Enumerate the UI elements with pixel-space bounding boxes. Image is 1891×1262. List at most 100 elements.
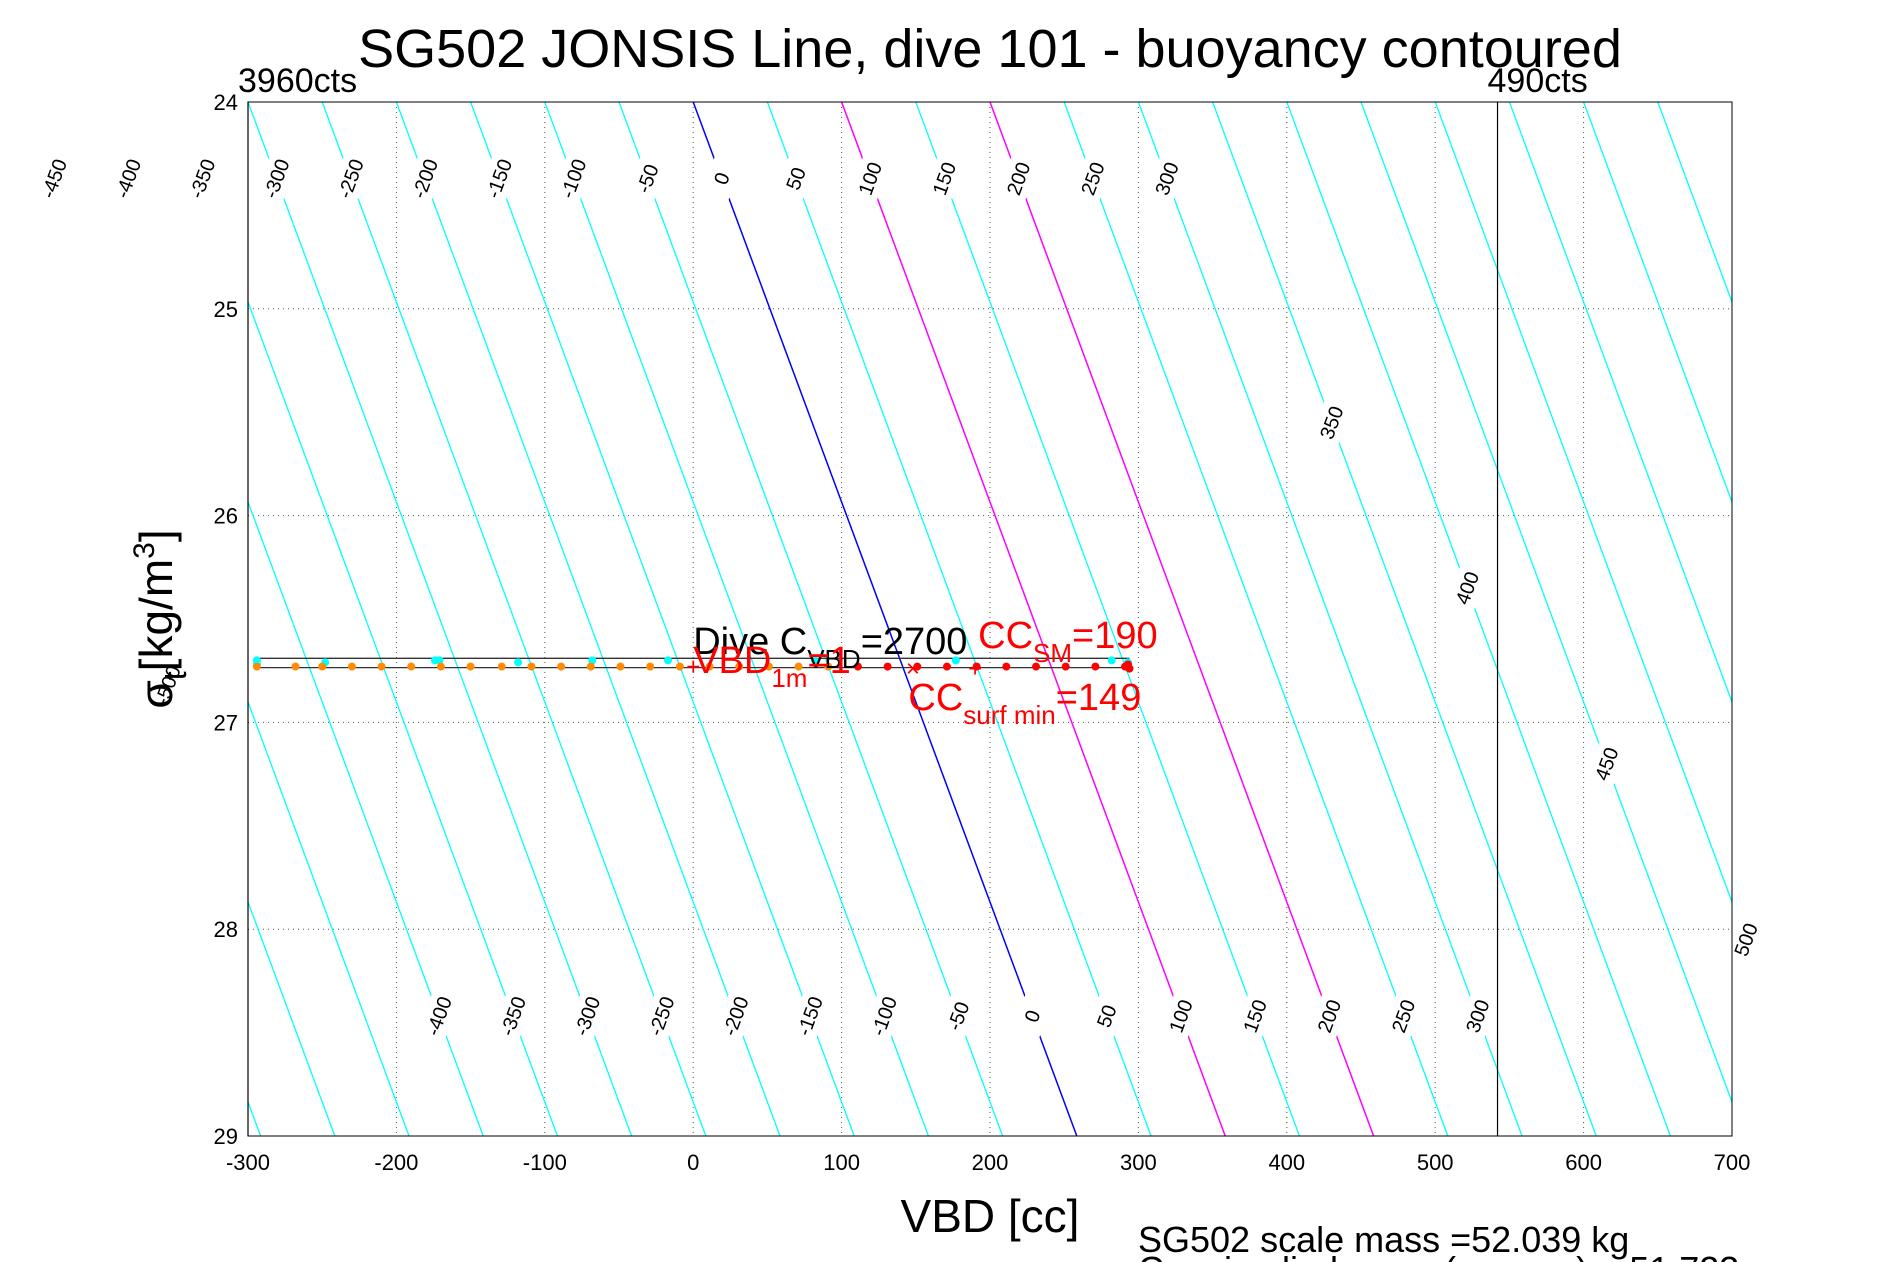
data-point (705, 662, 714, 671)
data-points (252, 656, 1134, 673)
contour-line (248, 500, 484, 1136)
annotation-text: CCSM=190 (978, 615, 1157, 668)
x-tick-label: 100 (823, 1150, 860, 1175)
annotation-subscript: SM (1033, 638, 1072, 668)
data-point (810, 656, 819, 665)
contour-line (1137, 102, 1523, 1136)
data-point (764, 662, 773, 671)
contour-label-background (1584, 734, 1629, 794)
contour-label-background (1158, 986, 1203, 1046)
scale-mass-text: SG502 scale mass =52.039 kg (1138, 1219, 1629, 1260)
contour-line (1434, 102, 1732, 904)
annotation-text: Dive CVBD=2700 (693, 621, 967, 674)
contour-label-background (1309, 393, 1354, 452)
x-axis-label: VBD [cc] (901, 1190, 1080, 1242)
contour-label-background (31, 149, 76, 208)
contour-line (248, 900, 336, 1136)
data-point (435, 656, 444, 665)
contour-label-background (996, 149, 1041, 208)
data-point (466, 662, 475, 671)
contour-label-background (861, 986, 907, 1046)
implied-mass-rest: implied mass (apogee) = 51.723 (1224, 1249, 1739, 1262)
contour-label-background (490, 986, 536, 1046)
contour-label-background (328, 149, 373, 208)
contour-label-background (699, 149, 744, 208)
x-tick-label: 600 (1565, 1150, 1602, 1175)
contour-line (1211, 102, 1597, 1136)
axis-ticks: -300 -200 -100 0 100 200 300 400 500 600 700 24 25 26… (214, 90, 1751, 1175)
contour-line (915, 102, 1301, 1136)
y-tick-label: 27 (214, 710, 238, 735)
contour-label-background (1723, 910, 1769, 969)
y-tick-label: 28 (214, 917, 238, 942)
contour-line (692, 102, 1078, 1136)
implied-mass-prefix: C (1138, 1249, 1164, 1262)
annotation-subscript: 1m (771, 663, 807, 693)
contour-label-background (935, 986, 981, 1046)
contour-line (321, 102, 707, 1136)
data-point (318, 662, 327, 671)
y-axis-label-sup: 3 (128, 542, 161, 559)
implied-mass-text: Cimplied mass (apogee) = 51.723 (1138, 1249, 1739, 1262)
data-point (675, 662, 684, 671)
x-tick-label: -300 (226, 1150, 270, 1175)
data-point (377, 662, 386, 671)
contour-label-background (1144, 149, 1189, 208)
plus-marker: + (968, 656, 982, 683)
contour-label-background (1232, 986, 1278, 1046)
contour-label-background (1381, 986, 1426, 1046)
data-point (883, 662, 892, 671)
contour-label-background (787, 986, 832, 1046)
annotation-text: CCsurf min=149 (908, 677, 1141, 730)
contour-label-background (564, 986, 610, 1046)
contour-label-background (402, 149, 447, 208)
data-point (1091, 662, 1100, 671)
data-point (347, 662, 356, 671)
contour-line (395, 102, 781, 1136)
y-axis-label-unit: [kg/m (130, 559, 182, 671)
contour-label-background (254, 149, 299, 208)
data-point (1002, 662, 1011, 671)
contour-label-background (713, 986, 758, 1046)
contour-line (989, 102, 1375, 1136)
y-tick-label: 26 (214, 504, 238, 529)
data-point (972, 662, 981, 671)
plus-marker: + (686, 654, 700, 681)
data-point (588, 656, 597, 665)
contour-label-background (922, 149, 967, 208)
data-point (514, 658, 523, 667)
annotation-text: VBD1m=1 (693, 640, 851, 693)
x-tick-label: 500 (1417, 1150, 1454, 1175)
annotation-main: VBD (693, 640, 771, 682)
data-point (646, 662, 655, 671)
data-point (942, 662, 951, 671)
data-point (794, 662, 803, 671)
contour-line (248, 102, 633, 1136)
chart-title: SG502 JONSIS Line, dive 101 - buoyancy c… (358, 19, 1622, 79)
contour-label-background (773, 149, 818, 208)
annotation-value: =190 (1072, 615, 1158, 657)
vbd-limit-label: 490cts (1488, 62, 1588, 100)
contour-line (1063, 102, 1449, 1136)
data-point (252, 662, 261, 671)
data-point (436, 662, 445, 671)
y-axis-label: σt[kg/m3] (128, 529, 193, 708)
contour-line (248, 700, 410, 1136)
data-point (586, 662, 595, 671)
annotation-value: =2700 (861, 621, 968, 663)
data-point (735, 662, 744, 671)
contour-label-background (416, 986, 461, 1046)
data-point (527, 662, 536, 671)
data-point (1032, 662, 1041, 671)
y-tick-label: 25 (214, 297, 238, 322)
x-tick-label: -100 (523, 1150, 567, 1175)
x-tick-label: -200 (374, 1150, 418, 1175)
contour-line (840, 102, 1226, 1136)
data-point (557, 662, 566, 671)
data-point (407, 662, 416, 671)
contour-label-background (1455, 986, 1500, 1046)
y-tick-label: 24 (214, 90, 238, 115)
x-tick-label: 0 (687, 1150, 699, 1175)
contour-label-background (476, 149, 522, 208)
